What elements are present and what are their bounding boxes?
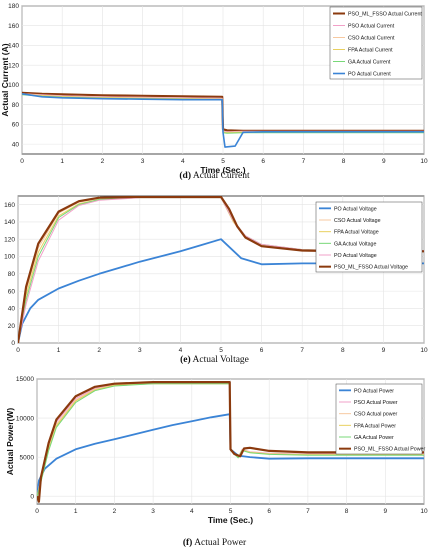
y-tick-label: 100 [4,254,15,261]
x-axis-label: Time (Sec.) [208,515,253,525]
y-tick-label: 180 [8,3,19,10]
y-tick-label: 160 [8,23,19,30]
x-tick-label: 10 [420,158,428,165]
x-tick-label: 2 [101,158,105,165]
x-tick-label: 9 [383,508,387,515]
x-tick-label: 3 [151,508,155,515]
legend: PO Actual Power PSO Actual Power CSO Actua… [335,383,425,455]
x-tick-label: 7 [300,347,304,354]
x-tick-label: 4 [190,508,194,515]
y-tick-label: 15000 [16,376,34,383]
x-tick-label: 9 [382,347,386,354]
x-tick-label: 0 [20,158,24,165]
y-tick-label: 40 [12,141,20,148]
y-tick-label: 120 [4,236,15,243]
y-tick-label: 0 [30,493,34,500]
y-tick-label: 20 [8,323,16,330]
legend-label: FPA Actual Power [354,423,396,429]
legend-box [329,6,423,80]
y-axis-label: Actual Current (A) [0,43,10,116]
chart-power: 0 1 2 3 4 5 6 7 8 9 10 0 5000 10000 15000 Time (Sec.) Ac… [5,376,428,525]
legend-label: GA Actual Current [348,60,391,66]
x-tick-label: 2 [97,347,101,354]
x-tick-label: 0 [35,508,39,515]
x-tick-label: 1 [57,347,61,354]
series-line-5 [37,381,424,503]
series-group [37,381,424,503]
y-tick-label: 60 [12,122,20,129]
legend-label: PO Actual Current [348,72,391,78]
x-tick-label: 10 [420,347,428,354]
y-tick-label: 0 [11,340,15,347]
legend-label: PSO_ML_FSSO Actual Current [348,12,422,18]
x-tick-label: 6 [267,508,271,515]
chart-current: 0 1 2 3 4 5 6 7 8 9 10 40 60 80 100 120 140 160 180 Time (S… [0,3,428,175]
y-tick-label: 80 [8,271,16,278]
legend: PO Actual Voltage CSO Actual Voltage FPA A… [315,201,423,273]
x-axis-label: Time (Sec.) [200,165,245,175]
legend-label: CSO Actual Voltage [334,218,381,224]
x-tick-label: 2 [113,508,117,515]
legend: PSO_ML_FSSO Actual Current PSO Actual Cur… [329,6,423,80]
x-tick-label: 7 [302,158,306,165]
series-group [22,91,424,148]
y-tick-label: 140 [4,219,15,226]
x-tick-label: 4 [179,347,183,354]
legend-label: FPA Actual Current [348,48,393,54]
y-tick-label: 10000 [16,415,34,422]
caption-e: (e) Actual Voltage [180,355,249,365]
legend-label: PSO Actual Current [348,24,395,30]
legend-label: PO Actual Voltage [334,253,377,259]
x-tick-label: 3 [141,158,145,165]
legend-label: GA Actual Power [354,435,394,441]
y-tick-label: 160 [4,202,15,209]
x-tick-label: 1 [74,508,78,515]
y-tick-label: 60 [8,288,16,295]
series-line-0 [18,238,424,343]
x-tick-label: 10 [420,508,428,515]
series-line-0 [37,413,424,497]
series-line-5 [18,196,424,343]
y-tick-label: 140 [8,43,19,50]
legend-box [335,383,423,455]
y-tick-label: 120 [8,62,19,69]
x-tick-label: 5 [229,508,233,515]
legend-label: PO Actual Voltage [334,206,377,212]
y-tick-label: 100 [8,82,19,89]
x-tick-label: 0 [16,347,20,354]
legend-label: PSO_ML_FSSO Actual Voltage [334,265,408,271]
y-axis-label: Actual Power(W) [5,408,15,476]
x-tick-label: 9 [382,158,386,165]
caption-d: (d) Actual Current [179,171,250,181]
legend-label: GA Actual Voltage [334,241,376,247]
legend-label: PSO_ML_FSSO Actual Power [354,447,425,453]
legend-label: FPA Actual Voltage [334,230,379,236]
x-tick-label: 4 [181,158,185,165]
legend-box [315,201,423,273]
x-tick-label: 5 [219,347,223,354]
caption-f: (f) Actual Power [182,538,247,548]
x-tick-label: 7 [306,508,310,515]
legend-label: CSO Actual power [354,412,398,418]
x-tick-label: 8 [341,347,345,354]
x-tick-label: 6 [260,347,264,354]
legend-label: PO Actual Power [354,388,394,394]
x-tick-label: 6 [261,158,265,165]
x-tick-label: 8 [342,158,346,165]
x-tick-label: 5 [221,158,225,165]
y-tick-label: 5000 [20,454,35,461]
y-tick-label: 40 [8,306,16,313]
x-tick-label: 1 [60,158,64,165]
series-line-5 [22,93,424,148]
legend-label: CSO Actual Current [348,36,395,42]
legend-label: PSO Actual Power [354,400,398,406]
x-tick-label: 3 [138,347,142,354]
y-tick-label: 80 [12,102,20,109]
x-tick-label: 8 [345,508,349,515]
